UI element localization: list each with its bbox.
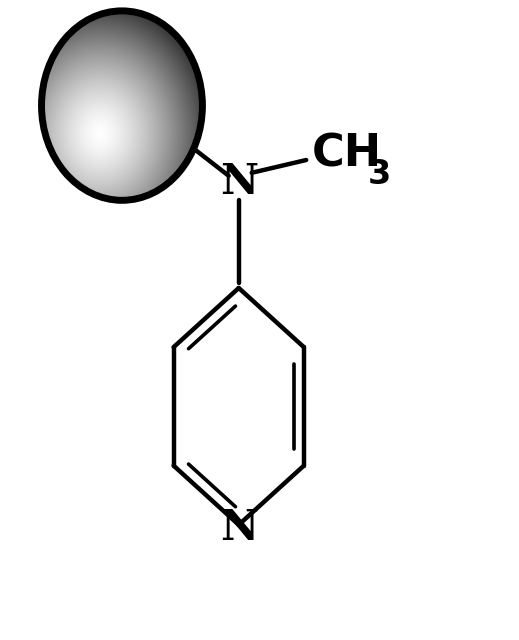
Text: N: N — [220, 161, 258, 204]
Text: 3: 3 — [367, 158, 391, 191]
Text: N: N — [220, 507, 258, 549]
Text: CH: CH — [311, 132, 381, 175]
